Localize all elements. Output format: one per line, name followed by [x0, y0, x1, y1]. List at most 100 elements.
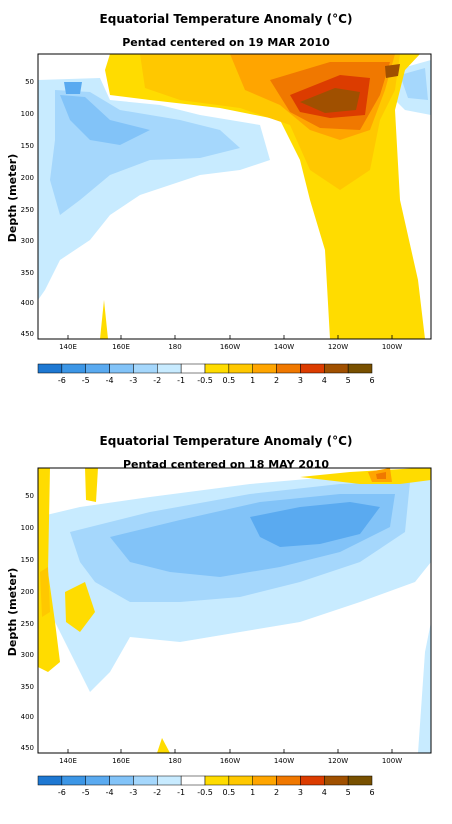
x-tick-label: 160E: [112, 343, 130, 351]
colorbar-swatch: [347, 363, 373, 374]
cold-region: [64, 82, 82, 94]
warm-region: [300, 88, 360, 113]
y-axis-label: Depth (meter): [6, 568, 19, 657]
y-tick-label: 100: [21, 110, 34, 118]
colorbar-label: 5: [346, 376, 351, 385]
x-tick-label: 140W: [274, 343, 294, 351]
colorbar-label: -2: [153, 376, 161, 385]
colorbar-swatch: [61, 363, 86, 374]
colorbar-label: 1: [250, 788, 255, 797]
colorbar-swatch: [347, 775, 373, 786]
colorbar-swatch: [228, 775, 253, 786]
colorbar-swatch: [252, 775, 277, 786]
warm-region: [65, 582, 95, 632]
plot-frame: [37, 53, 432, 340]
colorbar-swatch: [133, 363, 158, 374]
warm-region: [385, 64, 400, 78]
colorbar-swatch: [204, 363, 230, 374]
warm-region: [376, 472, 386, 479]
x-tick-label: 120W: [328, 343, 348, 351]
chart-panel-may: Equatorial Temperature Anomaly (°C) Pent…: [0, 422, 452, 824]
colorbar-swatch: [300, 775, 325, 786]
colorbar-swatch: [157, 363, 182, 374]
x-tick-label: 180: [168, 343, 181, 351]
colorbar-swatch: [133, 775, 158, 786]
warm-region: [38, 468, 60, 672]
x-axis: 140E 160E 180 160W 140W 120W 100W: [59, 343, 402, 351]
colorbar-swatch: [276, 775, 301, 786]
colorbar-label: -1: [177, 376, 185, 385]
colorbar-swatch: [228, 363, 253, 374]
y-tick-label: 300: [21, 237, 34, 245]
colorbar: -6 -5 -4 -3 -2 -1 -0.5 0.5 1 2 3 4 5 6: [37, 775, 375, 797]
warm-region: [40, 567, 50, 617]
x-tick-label: 160W: [220, 343, 240, 351]
colorbar-label: 4: [322, 788, 327, 797]
colorbar-swatch: [157, 775, 182, 786]
colorbar-label: 5: [346, 788, 351, 797]
x-axis: 140E 160E 180 160W 140W 120W 100W: [59, 757, 402, 765]
cold-region: [60, 95, 150, 145]
y-tick-label: 250: [21, 206, 34, 214]
chart-title: Equatorial Temperature Anomaly (°C): [99, 12, 353, 26]
warm-region: [300, 468, 431, 484]
colorbar-swatch: [204, 775, 230, 786]
chart-title: Equatorial Temperature Anomaly (°C): [99, 434, 353, 448]
colorbar-label: -3: [129, 376, 137, 385]
y-tick-label: 200: [21, 174, 34, 182]
colorbar-label: 4: [322, 376, 327, 385]
colorbar-swatch: [276, 363, 301, 374]
colorbar-swatch: [180, 775, 206, 786]
colorbar-swatch: [37, 363, 63, 374]
y-tick-label: 400: [21, 713, 34, 721]
colorbar-label: 2: [274, 788, 279, 797]
chart-svg-may: 140E 160E 180 160W 140W 120W 100W 50 100…: [6, 467, 432, 797]
colorbar-swatch: [180, 363, 206, 374]
colorbar-swatch: [85, 775, 110, 786]
colorbar-label: -6: [58, 788, 66, 797]
warm-region: [85, 468, 98, 502]
x-tick-label: 100W: [382, 343, 402, 351]
chart-subtitle: Pentad centered on 19 MAR 2010: [122, 36, 330, 49]
colorbar-label: -2: [153, 788, 161, 797]
cold-region: [418, 622, 431, 753]
colorbar-label: 1: [250, 376, 255, 385]
x-tick-label: 140W: [274, 757, 294, 765]
colorbar-label: 3: [298, 788, 303, 797]
colorbar-swatch: [252, 363, 277, 374]
colorbar-swatch: [300, 363, 325, 374]
y-tick-label: 50: [25, 492, 34, 500]
cold-region: [400, 68, 428, 100]
plot-frame: [37, 467, 432, 754]
colorbar-label: 0.5: [222, 788, 235, 797]
colorbar-swatch: [61, 775, 86, 786]
colorbar-label: 6: [369, 788, 374, 797]
colorbar-label: -1: [177, 788, 185, 797]
heatmap-fill-mar: [38, 54, 431, 339]
colorbar-swatch: [109, 363, 134, 374]
x-tick-label: 160W: [220, 757, 240, 765]
colorbar-label: -0.5: [197, 788, 213, 797]
y-tick-label: 50: [25, 78, 34, 86]
colorbar-swatch: [37, 775, 63, 786]
y-tick-label: 150: [21, 142, 34, 150]
y-tick-label: 400: [21, 299, 34, 307]
y-tick-label: 450: [21, 744, 34, 752]
y-tick-label: 350: [21, 269, 34, 277]
y-tick-label: 150: [21, 556, 34, 564]
colorbar-label: -6: [58, 376, 66, 385]
x-tick-label: 180: [168, 757, 181, 765]
colorbar-label: 6: [369, 376, 374, 385]
y-axis: 50 100 150 200 250 300 350 400 450: [21, 78, 34, 338]
y-tick-label: 450: [21, 330, 34, 338]
heatmap-fill-may: [38, 468, 431, 753]
warm-region: [100, 300, 108, 339]
y-tick-label: 100: [21, 524, 34, 532]
colorbar-label: -4: [106, 788, 114, 797]
colorbar-swatch: [324, 363, 349, 374]
y-tick-label: 300: [21, 651, 34, 659]
x-tick-label: 140E: [59, 757, 77, 765]
y-tick-label: 200: [21, 588, 34, 596]
colorbar: -6 -5 -4 -3 -2 -1 -0.5 0.5 1 2 3 4 5 6: [37, 363, 375, 385]
y-tick-label: 250: [21, 620, 34, 628]
